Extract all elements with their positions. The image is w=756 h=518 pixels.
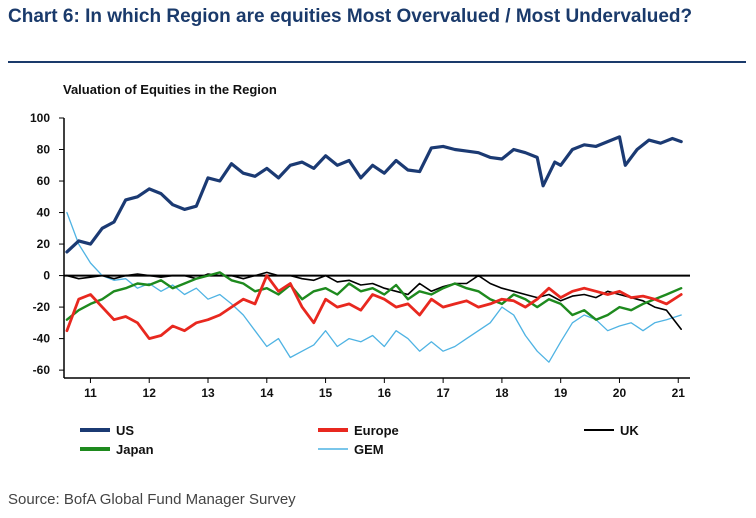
x-tick-label: 15 [319, 386, 333, 400]
x-tick-label: 17 [436, 386, 450, 400]
series-line-europe [65, 274, 683, 340]
source-note: Source: BofA Global Fund Manager Survey [8, 491, 296, 508]
x-tick-label: 21 [672, 386, 686, 400]
legend-label-gem: GEM [354, 442, 384, 457]
y-tick-label: 0 [43, 269, 50, 283]
y-tick-label: 20 [37, 237, 51, 251]
y-tick-label: 100 [30, 111, 50, 125]
series-line-us [65, 135, 683, 254]
line-chart: 100 80 60 40 20 0 -20 -40 -60 11 12 13 14 15 16 17 18 19 2… [30, 111, 690, 457]
chart-title: Chart 6: In which Region are equities Mo… [8, 6, 693, 27]
x-tick-label: 14 [260, 386, 274, 400]
series-line-japan [65, 271, 683, 321]
legend-label-europe: Europe [354, 423, 399, 438]
series-line-gem [66, 211, 682, 363]
y-tick-label: 80 [37, 143, 51, 157]
y-tick-label: -20 [33, 300, 51, 314]
title-rule [8, 61, 746, 63]
y-tick-label: -40 [33, 332, 51, 346]
x-tick-label: 11 [84, 386, 97, 400]
legend-label-uk: UK [620, 423, 639, 438]
y-tick-label: 40 [37, 206, 51, 220]
x-tick-label: 20 [613, 386, 627, 400]
y-tick-label: 60 [37, 174, 51, 188]
legend-label-us: US [116, 423, 134, 438]
x-tick-label: 16 [378, 386, 392, 400]
x-tick-label: 13 [201, 386, 215, 400]
x-tick-label: 12 [143, 386, 157, 400]
y-tick-label: -60 [33, 363, 51, 377]
x-tick-label: 19 [554, 386, 568, 400]
legend-label-japan: Japan [116, 442, 154, 457]
x-tick-label: 18 [495, 386, 509, 400]
series-line-uk [66, 271, 682, 330]
chart-subtitle: Valuation of Equities in the Region [63, 82, 277, 97]
